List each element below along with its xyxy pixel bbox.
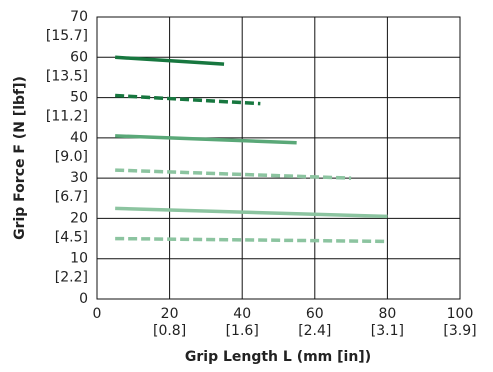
x-tick-secondary-label: [3.1] [371, 323, 404, 339]
series-line [115, 206, 388, 219]
x-tick-label: 40 [233, 306, 251, 322]
y-tick-label: 20 [70, 210, 88, 226]
series-line [115, 93, 261, 106]
y-tick-secondary-label: [13.5] [46, 68, 88, 84]
y-axis-label: Grip Force F (N [lbf]) [12, 76, 28, 240]
y-tick-label: 30 [70, 170, 88, 186]
y-tick-label: 0 [79, 291, 88, 307]
x-tick-label: 60 [306, 306, 324, 322]
y-tick-secondary-label: [6.7] [55, 189, 88, 205]
x-axis-label: Grip Length L (mm [in]) [185, 349, 371, 365]
x-tick-label: 100 [447, 306, 474, 322]
y-tick-label: 50 [70, 90, 88, 106]
x-tick-label: 80 [378, 306, 396, 322]
series-line [115, 55, 225, 66]
y-tick-label: 10 [70, 251, 88, 267]
y-tick-label: 70 [70, 9, 88, 25]
series-line [115, 168, 352, 180]
y-tick-secondary-label: [4.5] [55, 229, 88, 245]
x-tick-label: 0 [93, 306, 102, 322]
x-tick-secondary-label: [2.4] [298, 323, 331, 339]
y-tick-label: 60 [70, 49, 88, 65]
x-tick-secondary-label: [0.8] [153, 323, 186, 339]
x-tick-secondary-label: [1.6] [226, 323, 259, 339]
plot-frame [96, 16, 461, 300]
y-tick-secondary-label: [11.2] [46, 109, 88, 125]
series-line [115, 236, 388, 244]
x-tick-label: 20 [161, 306, 179, 322]
y-tick-secondary-label: [15.7] [46, 28, 88, 44]
y-tick-secondary-label: [2.2] [55, 270, 88, 286]
y-tick-label: 40 [70, 130, 88, 146]
series-line [115, 134, 297, 145]
y-tick-secondary-label: [9.0] [55, 149, 88, 165]
x-tick-secondary-label: [3.9] [443, 323, 476, 339]
